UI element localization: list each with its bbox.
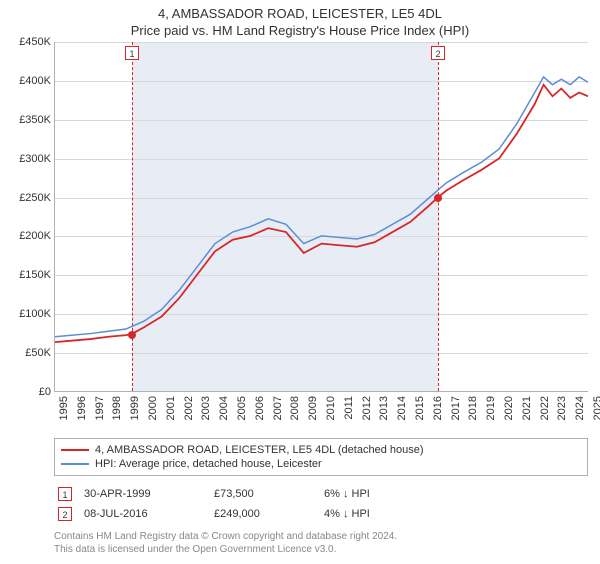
transaction-date: 08-JUL-2016 [80,504,210,524]
x-tick-label: 1997 [94,396,106,420]
title-main: 4, AMBASSADOR ROAD, LEICESTER, LE5 4DL [0,0,600,21]
legend-label: HPI: Average price, detached house, Leic… [95,458,322,470]
transaction-price: £73,500 [210,484,320,504]
line-series-svg [55,42,588,391]
plot-wrapper: 12 £0£50K£100K£150K£200K£250K£300K£350K£… [54,42,588,392]
y-tick-label: £350K [19,114,51,126]
marker-label-box: 1 [125,46,139,60]
x-tick-label: 2011 [343,396,355,420]
x-tick-label: 2017 [450,396,462,420]
transactions-table: 1 30-APR-1999£73,5006% ↓ HPI 2 08-JUL-2016£… [54,484,588,524]
x-tick-label: 2002 [183,396,195,420]
legend-swatch [61,463,89,465]
line-series [55,85,588,342]
y-tick-label: £250K [19,192,51,204]
x-tick-label: 2021 [521,396,533,420]
footer-line-1: Contains HM Land Registry data © Crown c… [54,530,588,543]
transaction-price: £249,000 [210,504,320,524]
y-tick-label: £100K [19,308,51,320]
line-series [55,77,588,337]
plot-area: 12 £0£50K£100K£150K£200K£250K£300K£350K£… [54,42,588,392]
x-tick-label: 2019 [485,396,497,420]
x-tick-label: 2009 [307,396,319,420]
x-tick-label: 2003 [200,396,212,420]
legend-item: HPI: Average price, detached house, Leic… [61,457,581,471]
x-tick-label: 2023 [556,396,568,420]
x-tick-label: 2024 [574,396,586,420]
transaction-row: 2 08-JUL-2016£249,0004% ↓ HPI [54,504,588,524]
legend-section: 4, AMBASSADOR ROAD, LEICESTER, LE5 4DL (… [54,438,588,524]
transaction-row: 1 30-APR-1999£73,5006% ↓ HPI [54,484,588,504]
y-tick-label: £300K [19,153,51,165]
transaction-delta: 4% ↓ HPI [320,504,588,524]
x-tick-label: 2012 [361,396,373,420]
x-tick-label: 2001 [165,396,177,420]
x-tick-label: 2000 [147,396,159,420]
x-tick-label: 2005 [236,396,248,420]
legend-swatch [61,449,89,451]
x-tick-label: 2022 [539,396,551,420]
x-tick-label: 2025 [592,396,600,420]
x-tick-label: 2020 [503,396,515,420]
y-tick-label: £400K [19,75,51,87]
x-tick-label: 2008 [289,396,301,420]
footer-line-2: This data is licensed under the Open Gov… [54,543,588,556]
legend-box: 4, AMBASSADOR ROAD, LEICESTER, LE5 4DL (… [54,438,588,476]
y-tick-label: £50K [25,347,51,359]
y-tick-label: £200K [19,230,51,242]
x-tick-label: 1999 [129,396,141,420]
x-tick-label: 1995 [58,396,70,420]
x-tick-label: 2010 [325,396,337,420]
y-tick-label: £150K [19,269,51,281]
legend-label: 4, AMBASSADOR ROAD, LEICESTER, LE5 4DL (… [95,444,424,456]
transaction-marker-icon: 1 [58,487,72,501]
transaction-date: 30-APR-1999 [80,484,210,504]
x-tick-label: 2014 [396,396,408,420]
legend-item: 4, AMBASSADOR ROAD, LEICESTER, LE5 4DL (… [61,443,581,457]
marker-label-box: 2 [431,46,445,60]
y-tick-label: £0 [39,386,51,398]
x-tick-label: 2016 [432,396,444,420]
x-tick-label: 2006 [254,396,266,420]
x-tick-label: 2013 [378,396,390,420]
marker-dot [434,194,442,202]
footer: Contains HM Land Registry data © Crown c… [0,524,600,564]
x-tick-label: 1998 [111,396,123,420]
x-axis-labels: 1995 1996 1997 1998 1999 2000 2001 2002 2003 2004… [54,392,588,432]
y-tick-label: £450K [19,36,51,48]
transaction-marker-icon: 2 [58,507,72,521]
x-tick-label: 2015 [414,396,426,420]
transaction-delta: 6% ↓ HPI [320,484,588,504]
marker-dot [128,331,136,339]
x-tick-label: 2007 [272,396,284,420]
chart-container: 4, AMBASSADOR ROAD, LEICESTER, LE5 4DL P… [0,0,600,564]
x-tick-label: 1996 [76,396,88,420]
title-sub: Price paid vs. HM Land Registry's House … [0,21,600,42]
x-tick-label: 2018 [467,396,479,420]
x-tick-label: 2004 [218,396,230,420]
